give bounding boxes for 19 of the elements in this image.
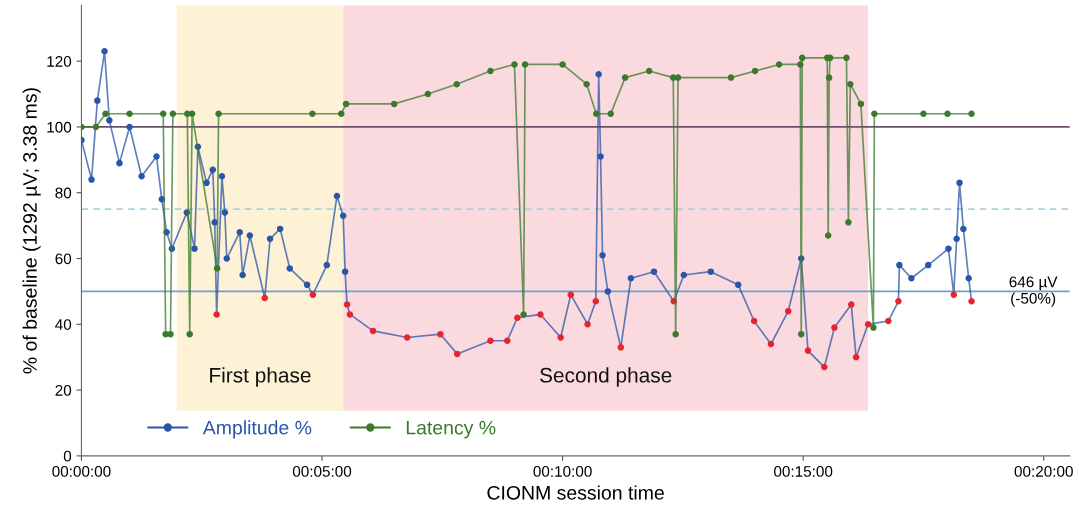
x-axis-title: CIONM session time [487, 485, 664, 500]
legend-label: Amplitude % [202, 420, 312, 439]
x-tick-label: 00:05:00 [292, 466, 352, 477]
y-tick-label: 0 [63, 450, 72, 462]
ref-line-label: 646 µV (-50%) [1009, 276, 1058, 307]
y-axis-title: % of baseline (1292 µV; 3.38 ms) [22, 88, 41, 374]
band-label: Second phase [540, 367, 672, 387]
y-tick-label: 20 [55, 384, 72, 396]
y-tick-label: 120 [47, 56, 72, 67]
x-tick-label: 00:20:00 [1014, 466, 1073, 477]
band-label: First phase [210, 367, 311, 387]
y-tick-label: 60 [55, 253, 72, 265]
legend-label: Latency % [406, 420, 496, 439]
x-tick-label: 00:00:00 [52, 466, 111, 477]
x-tick-label: 00:15:00 [774, 466, 833, 477]
y-tick-label: 40 [55, 319, 72, 330]
x-tick-label: 00:10:00 [533, 466, 592, 477]
y-tick-label: 100 [47, 121, 72, 133]
y-tick-label: 80 [55, 187, 72, 199]
